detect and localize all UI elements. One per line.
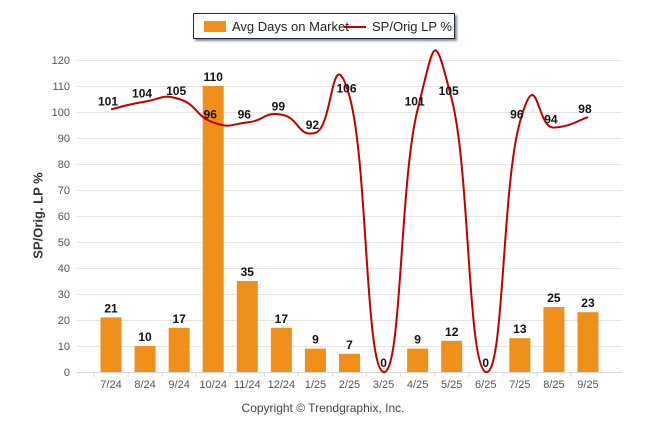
bar-data-label: 7: [346, 338, 353, 352]
x-tick-label: 2/25: [339, 379, 360, 391]
bar: [270, 327, 292, 372]
x-tick-label: 6/25: [475, 379, 496, 391]
bar-series: [100, 86, 599, 372]
bar: [236, 281, 258, 372]
bar-data-label: 0: [482, 356, 489, 370]
bar-data-label: 0: [380, 356, 387, 370]
line-data-label: 101: [405, 94, 425, 108]
line-data-label: 98: [578, 102, 592, 116]
legend: Avg Days on Market SP/Orig LP %: [193, 13, 455, 39]
x-tick-label: 9/24: [168, 379, 189, 391]
y-tick-label: 120: [52, 55, 70, 67]
x-tick-label: 10/24: [199, 379, 227, 391]
x-tick-label: 7/24: [100, 379, 121, 391]
bar-data-label: 17: [172, 312, 186, 326]
line-path: [110, 49, 589, 373]
x-tick-label: 1/25: [305, 379, 326, 391]
bar-data-label: 35: [241, 265, 255, 279]
legend-line-label: SP/Orig LP %: [372, 19, 452, 34]
bar: [304, 348, 326, 372]
line-data-label: 106: [336, 81, 356, 95]
legend-line-swatch: [344, 26, 366, 28]
y-tick-label: 80: [58, 159, 70, 171]
line-data-labels: 101 104 105 96 96 99 92 106 101 105 96 94 98: [98, 81, 592, 131]
y-axis-label: SP/Orig. LP %: [30, 172, 46, 259]
bar-data-label: 9: [414, 333, 421, 347]
bar: [509, 338, 531, 372]
legend-bar-label: Avg Days on Market: [232, 19, 349, 34]
bar: [134, 346, 156, 372]
bar-data-labels: 21 10 17 110 35 17 9 7 0 9 12 0 13 25 23: [104, 70, 595, 370]
y-tick-label: 60: [58, 211, 70, 223]
x-tick-label: 5/25: [441, 379, 462, 391]
x-tick-label: 11/24: [234, 379, 261, 391]
x-tick-label: 4/25: [407, 379, 428, 391]
line-data-label: 92: [306, 118, 320, 132]
y-tick-label: 110: [52, 81, 70, 93]
y-tick-label: 10: [58, 341, 70, 353]
y-tick-label: 30: [58, 289, 70, 301]
line-data-label: 96: [510, 107, 524, 121]
x-tick-label: 3/25: [373, 379, 394, 391]
line-data-label: 105: [439, 84, 459, 98]
line-data-label: 101: [98, 94, 118, 108]
grid-lines: [77, 60, 622, 373]
copyright-text: Copyright © Trendgraphix, Inc.: [241, 401, 405, 415]
bar-data-label: 17: [275, 312, 289, 326]
bar-data-label: 12: [445, 325, 459, 339]
line-series: [110, 49, 589, 373]
line-data-label: 96: [204, 107, 218, 121]
y-tick-label: 90: [58, 133, 70, 145]
y-tick-label: 50: [58, 237, 70, 249]
line-data-label: 104: [132, 87, 152, 101]
bar-data-label: 9: [312, 333, 319, 347]
bar-data-label: 21: [104, 301, 118, 315]
y-tick-label: 20: [58, 315, 70, 327]
y-tick-label: 70: [58, 185, 70, 197]
y-axis-ticks: 0 10 20 30 40 50 60 70 80 90 100 110 120: [52, 55, 70, 379]
line-data-label: 99: [272, 100, 286, 114]
bar: [338, 353, 360, 372]
line-data-label: 94: [544, 113, 558, 127]
bar: [441, 340, 463, 372]
bar: [100, 317, 122, 372]
x-tick-label: 7/25: [509, 379, 530, 391]
x-tick-label: 8/24: [134, 379, 155, 391]
y-tick-label: 40: [58, 263, 70, 275]
bar: [407, 348, 429, 372]
y-tick-label: 100: [52, 107, 70, 119]
line-data-label: 105: [166, 84, 186, 98]
line-data-label: 96: [238, 107, 252, 121]
bar: [543, 307, 565, 372]
y-tick-label: 0: [64, 367, 70, 379]
bar-data-label: 25: [547, 291, 561, 305]
bar-data-label: 10: [138, 330, 152, 344]
bar-data-label: 13: [513, 322, 527, 336]
x-axis-ticks: 7/24 8/24 9/24 10/24 11/24 12/24 1/25 2/25 3/25 4…: [93, 372, 599, 391]
legend-bar-swatch: [204, 21, 226, 32]
bar: [168, 327, 190, 372]
bar-data-label: 110: [204, 70, 224, 84]
x-tick-label: 8/25: [543, 379, 564, 391]
bar: [202, 86, 224, 372]
bar-data-label: 23: [581, 296, 595, 310]
bar: [577, 312, 599, 372]
x-tick-label: 9/25: [577, 379, 598, 391]
x-tick-label: 12/24: [268, 379, 296, 391]
